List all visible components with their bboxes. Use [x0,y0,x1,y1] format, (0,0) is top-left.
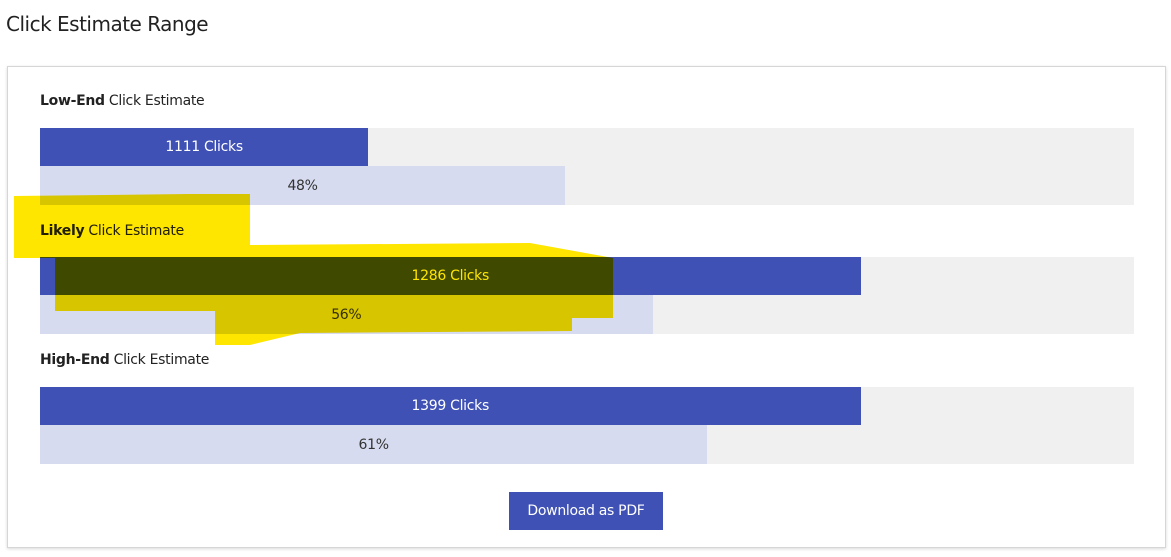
percent-bar: 61% [40,425,708,464]
clicks-bar: 1111 Clicks [40,128,369,166]
click-estimate-panel: Low-End Click Estimate 1111 Clicks 48% L… [7,66,1166,548]
row-label-high-end: High-End Click Estimate [40,352,210,368]
clicks-bar: 1286 Clicks [40,257,861,295]
row-label-likely: Likely Click Estimate [40,223,184,239]
percent-bar: 48% [40,166,566,205]
download-pdf-button[interactable]: Download as PDF [509,492,663,530]
percent-bar: 56% [40,295,653,334]
high-end-track: 1399 Clicks 61% [40,387,1134,464]
page-title: Click Estimate Range [6,12,209,36]
row-label-low-end: Low-End Click Estimate [40,93,205,109]
low-end-track: 1111 Clicks 48% [40,128,1134,205]
clicks-bar: 1399 Clicks [40,387,861,425]
likely-track: 1286 Clicks 56% [40,257,1134,334]
